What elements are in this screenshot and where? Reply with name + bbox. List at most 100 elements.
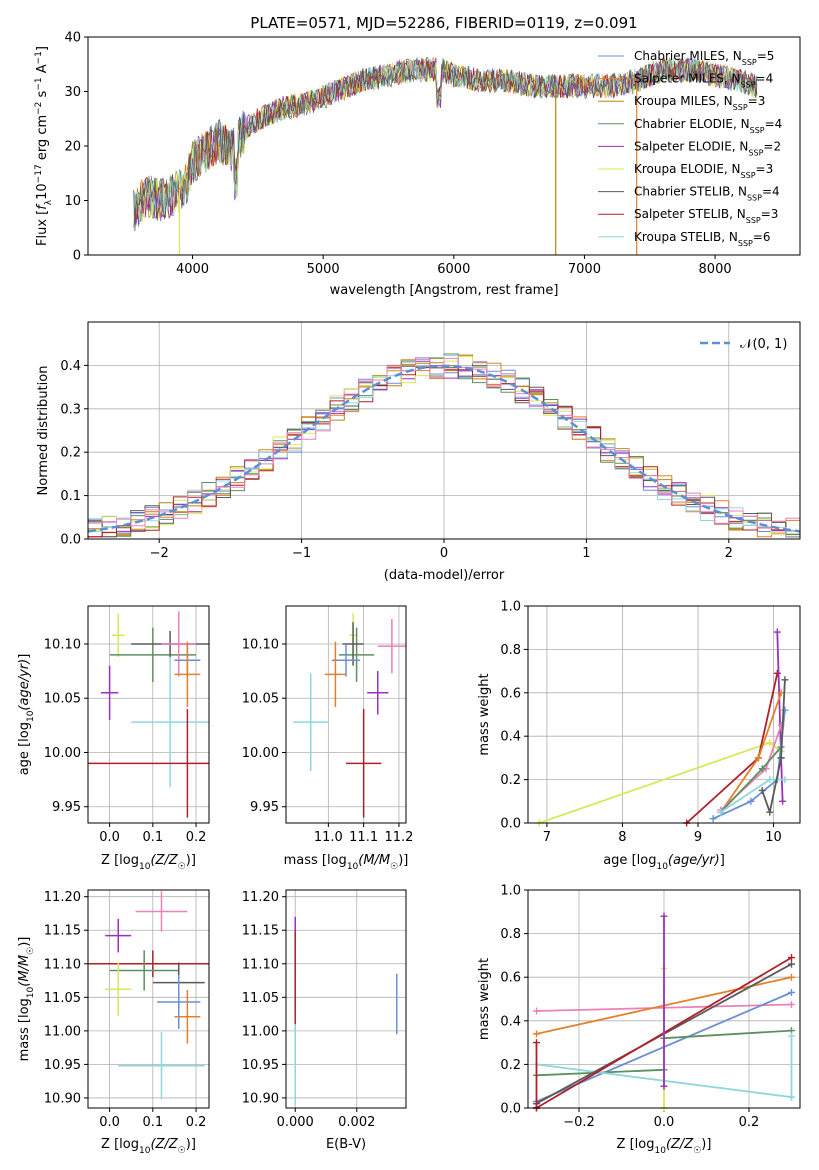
weight-marker — [758, 765, 766, 773]
y-axis-label: Normed distribution — [36, 366, 51, 496]
weight-marker — [788, 1093, 795, 1101]
legend-entry: Chabrier MILES, NSSP=5 — [634, 49, 774, 67]
y-tick-label: 0.3 — [60, 402, 81, 417]
spectrum-line — [133, 58, 758, 232]
x-axis-label: Z [log10(Z/Z☉)] — [101, 853, 196, 872]
weight-marker — [660, 912, 668, 920]
x-tick-label: 9 — [694, 830, 702, 845]
x-tick-label: 8 — [618, 830, 626, 845]
y-tick-label: 10.10 — [44, 637, 81, 652]
axes-frame — [527, 605, 801, 824]
weight-marker — [766, 808, 774, 816]
y-tick-label: 0.6 — [500, 686, 521, 701]
weight-marker — [766, 776, 774, 784]
x-axis-label: wavelength [Angstrom, rest frame] — [330, 283, 559, 298]
y-tick-label: 10.05 — [44, 692, 81, 707]
x-tick-label: 7000 — [568, 262, 601, 277]
legend-entry: Chabrier ELODIE, NSSP=4 — [634, 117, 782, 135]
mass-vs-metallicity-panel: 0.0 0.1 0.2 10.90 10.95 11.00 11.05 11.10 11.15 1… — [17, 889, 210, 1156]
weight-marker — [781, 676, 789, 684]
x-axis-label: E(B-V) — [326, 1137, 366, 1152]
x-tick-label: 11.2 — [384, 830, 413, 845]
y-tick-label: 9.95 — [250, 800, 279, 815]
weight-marker — [788, 1032, 795, 1040]
y-tick-label: 11.20 — [242, 890, 279, 905]
x-tick-label: 0.0 — [654, 1115, 675, 1130]
x-axis-label: Z [log10(Z/Z☉)] — [617, 1137, 712, 1156]
y-tick-label: 10 — [64, 194, 81, 209]
y-tick-label: 10.05 — [242, 692, 279, 707]
y-axis-label: age [log10(age/yr)] — [17, 654, 36, 776]
x-tick-label: 4000 — [176, 262, 209, 277]
y-tick-label: 0.0 — [500, 1102, 521, 1117]
y-tick-label: 10.90 — [242, 1091, 279, 1106]
weight-marker — [779, 797, 787, 805]
x-tick-label: 10 — [765, 830, 782, 845]
x-axis-label: Z [log10(Z/Z☉)] — [101, 1137, 196, 1156]
weight-vs-metallicity-panel: −0.2 0.0 0.2 0.0 0.2 0.4 0.6 0.8 1.0 Z [log10(Z/Z… — [477, 884, 801, 1156]
x-tick-label: −1 — [292, 546, 311, 561]
weight-marker — [758, 786, 766, 794]
x-tick-label: 8000 — [699, 262, 732, 277]
y-tick-label: 10.95 — [242, 1058, 279, 1073]
y-tick-label: 11.05 — [44, 991, 81, 1006]
errorbar-group — [294, 916, 398, 1105]
y-axis-label: mass weight — [477, 958, 492, 1040]
y-axis-label: mass [log10(M/M☉)] — [17, 937, 36, 1062]
y-tick-label: 9.95 — [52, 800, 81, 815]
legend-entry: Salpeter MILES, NSSP=4 — [634, 72, 773, 90]
axes-frame — [87, 889, 210, 1109]
age-vs-metallicity-panel: 0.0 0.1 0.2 9.95 10.00 10.05 10.10 Z [log10(Z/Z… — [17, 605, 210, 872]
x-tick-label: −2 — [150, 546, 169, 561]
y-tick-label: 0.0 — [500, 817, 521, 832]
legend-entry: Kroupa ELODIE, NSSP=3 — [634, 162, 773, 180]
weight-marker — [533, 1039, 540, 1047]
x-axis-label: mass [log10(M/M☉)] — [284, 853, 409, 872]
x-tick-label: 6000 — [437, 262, 470, 277]
y-tick-label: 11.15 — [44, 924, 81, 939]
weight-marker — [766, 739, 774, 747]
y-tick-label: 0.2 — [500, 1058, 521, 1073]
x-axis-label: age [log10(age/yr)] — [603, 853, 725, 872]
y-tick-label: 40 — [64, 31, 81, 46]
weight-line — [539, 741, 782, 824]
errorbar-group — [88, 611, 209, 818]
y-tick-label: 10.00 — [44, 746, 81, 761]
weight-marker — [788, 1000, 795, 1008]
axes-frame — [285, 889, 407, 1109]
y-tick-label: 30 — [64, 85, 81, 100]
y-tick-label: 11.00 — [44, 1024, 81, 1039]
legend-entry: Salpeter STELIB, NSSP=3 — [634, 207, 778, 225]
x-tick-label: 0.002 — [338, 1115, 375, 1130]
x-tick-label: 0.1 — [142, 830, 163, 845]
weight-line — [663, 1029, 792, 1040]
weight-line — [712, 710, 786, 820]
weight-marker — [788, 988, 795, 996]
weight-marker — [788, 954, 795, 962]
x-tick-label: 1 — [582, 546, 590, 561]
x-tick-label: 5000 — [307, 262, 340, 277]
y-tick-label: 20 — [64, 140, 81, 155]
y-tick-label: 10.00 — [242, 746, 279, 761]
y-tick-label: 0.4 — [60, 359, 81, 374]
x-tick-label: 0.0 — [99, 1115, 120, 1130]
y-tick-label: 11.10 — [242, 957, 279, 972]
y-tick-label: 10.95 — [44, 1058, 81, 1073]
legend-entry: 𝒩(0, 1) — [740, 337, 787, 352]
y-tick-label: 11.15 — [242, 924, 279, 939]
x-tick-label: 0.0 — [99, 830, 120, 845]
weight-marker — [754, 754, 762, 762]
y-axis-label: Flux [fλ10−17 erg cm−2 s−1 A−1] — [34, 46, 54, 246]
x-tick-label: 0.1 — [142, 1115, 163, 1130]
axes-frame — [87, 321, 801, 540]
weight-vs-age-panel: 7 8 9 10 0.0 0.2 0.4 0.6 0.8 1.0 age [log10(age/yr… — [477, 600, 801, 872]
y-axis-label: mass weight — [477, 673, 492, 755]
y-tick-label: 0.0 — [60, 533, 81, 548]
normal-curve — [87, 364, 801, 533]
y-tick-label: 11.10 — [44, 957, 81, 972]
weight-line — [761, 679, 786, 816]
y-tick-label: 0.1 — [60, 489, 81, 504]
weight-marker — [660, 1082, 668, 1090]
weight-marker — [788, 973, 795, 981]
